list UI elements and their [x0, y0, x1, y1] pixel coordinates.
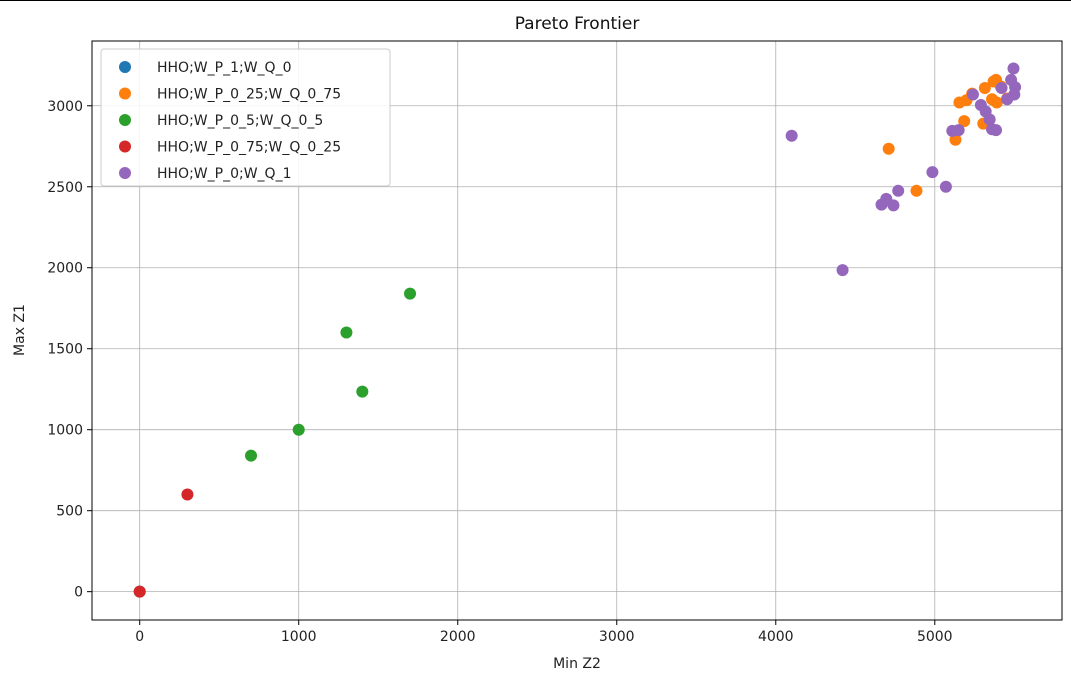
- scatter-point: [292, 423, 305, 436]
- scatter-point: [836, 264, 849, 277]
- scatter-point: [978, 81, 991, 94]
- y-tick-label: 1500: [47, 342, 83, 358]
- scatter-point: [910, 184, 923, 197]
- scatter-point: [887, 199, 900, 212]
- scatter-point: [983, 113, 996, 126]
- top-border: [0, 0, 1071, 1]
- scatter-point: [892, 184, 905, 197]
- scatter-point: [785, 129, 798, 142]
- scatter-point: [958, 115, 971, 128]
- legend-marker: [119, 87, 131, 100]
- scatter-point: [340, 326, 353, 339]
- x-tick-label: 0: [135, 629, 144, 645]
- legend-marker: [119, 167, 131, 179]
- scatter-point: [1007, 62, 1020, 75]
- x-tick-label: 1000: [281, 629, 317, 645]
- scatter-point: [404, 287, 417, 300]
- legend-marker: [119, 114, 131, 126]
- scatter-point: [245, 449, 258, 462]
- legend-marker: [119, 140, 131, 153]
- legend: HHO;W_P_1;W_Q_0 HHO;W_P_0_25;W_Q_0_75 HHO;…: [100, 48, 391, 187]
- scatter-point: [990, 96, 1003, 109]
- axis-ticks: 0 1000 2000 3000 4000 5000 0 500 1000 1500 2000 250…: [47, 99, 952, 645]
- y-tick-label: 2500: [47, 180, 83, 196]
- legend-marker: [119, 61, 131, 73]
- x-tick-label: 2000: [440, 629, 476, 645]
- grid-lines: [92, 41, 1062, 620]
- scatter-point: [990, 124, 1003, 137]
- legend-entry: HHO;W_P_0_25;W_Q_0_75: [157, 87, 341, 103]
- scatter-point: [882, 142, 895, 155]
- x-tick-label: 4000: [758, 629, 794, 645]
- x-axis-label: Min Z2: [553, 656, 601, 672]
- scatter-point: [181, 488, 194, 501]
- legend-box: [100, 48, 391, 187]
- legend-entry: HHO;W_P_0;W_Q_1: [157, 166, 291, 182]
- scatter-point: [939, 180, 952, 193]
- chart-title: Pareto Frontier: [515, 14, 640, 34]
- plot-frame: [91, 40, 1063, 621]
- y-tick-label: 0: [74, 585, 83, 601]
- scatter-point: [926, 166, 939, 179]
- y-axis-label: Max Z1: [12, 304, 28, 356]
- legend-entry: HHO;W_P_1;W_Q_0: [157, 60, 291, 76]
- scatter-point: [952, 124, 965, 137]
- x-tick-label: 3000: [599, 629, 635, 645]
- scatter-point: [133, 585, 146, 598]
- legend-entry: HHO;W_P_0_75;W_Q_0_25: [157, 140, 341, 156]
- scatter-point: [966, 88, 979, 101]
- scatter-point: [356, 385, 369, 398]
- y-tick-label: 500: [56, 504, 83, 520]
- y-tick-label: 2000: [47, 261, 83, 277]
- scatter-point: [995, 81, 1008, 94]
- scatter-point: [1009, 81, 1022, 94]
- y-tick-label: 1000: [47, 423, 83, 439]
- data-points: [133, 62, 1022, 598]
- legend-entry: HHO;W_P_0_5;W_Q_0_5: [157, 113, 323, 129]
- y-tick-label: 3000: [47, 99, 83, 115]
- x-tick-label: 5000: [917, 629, 953, 645]
